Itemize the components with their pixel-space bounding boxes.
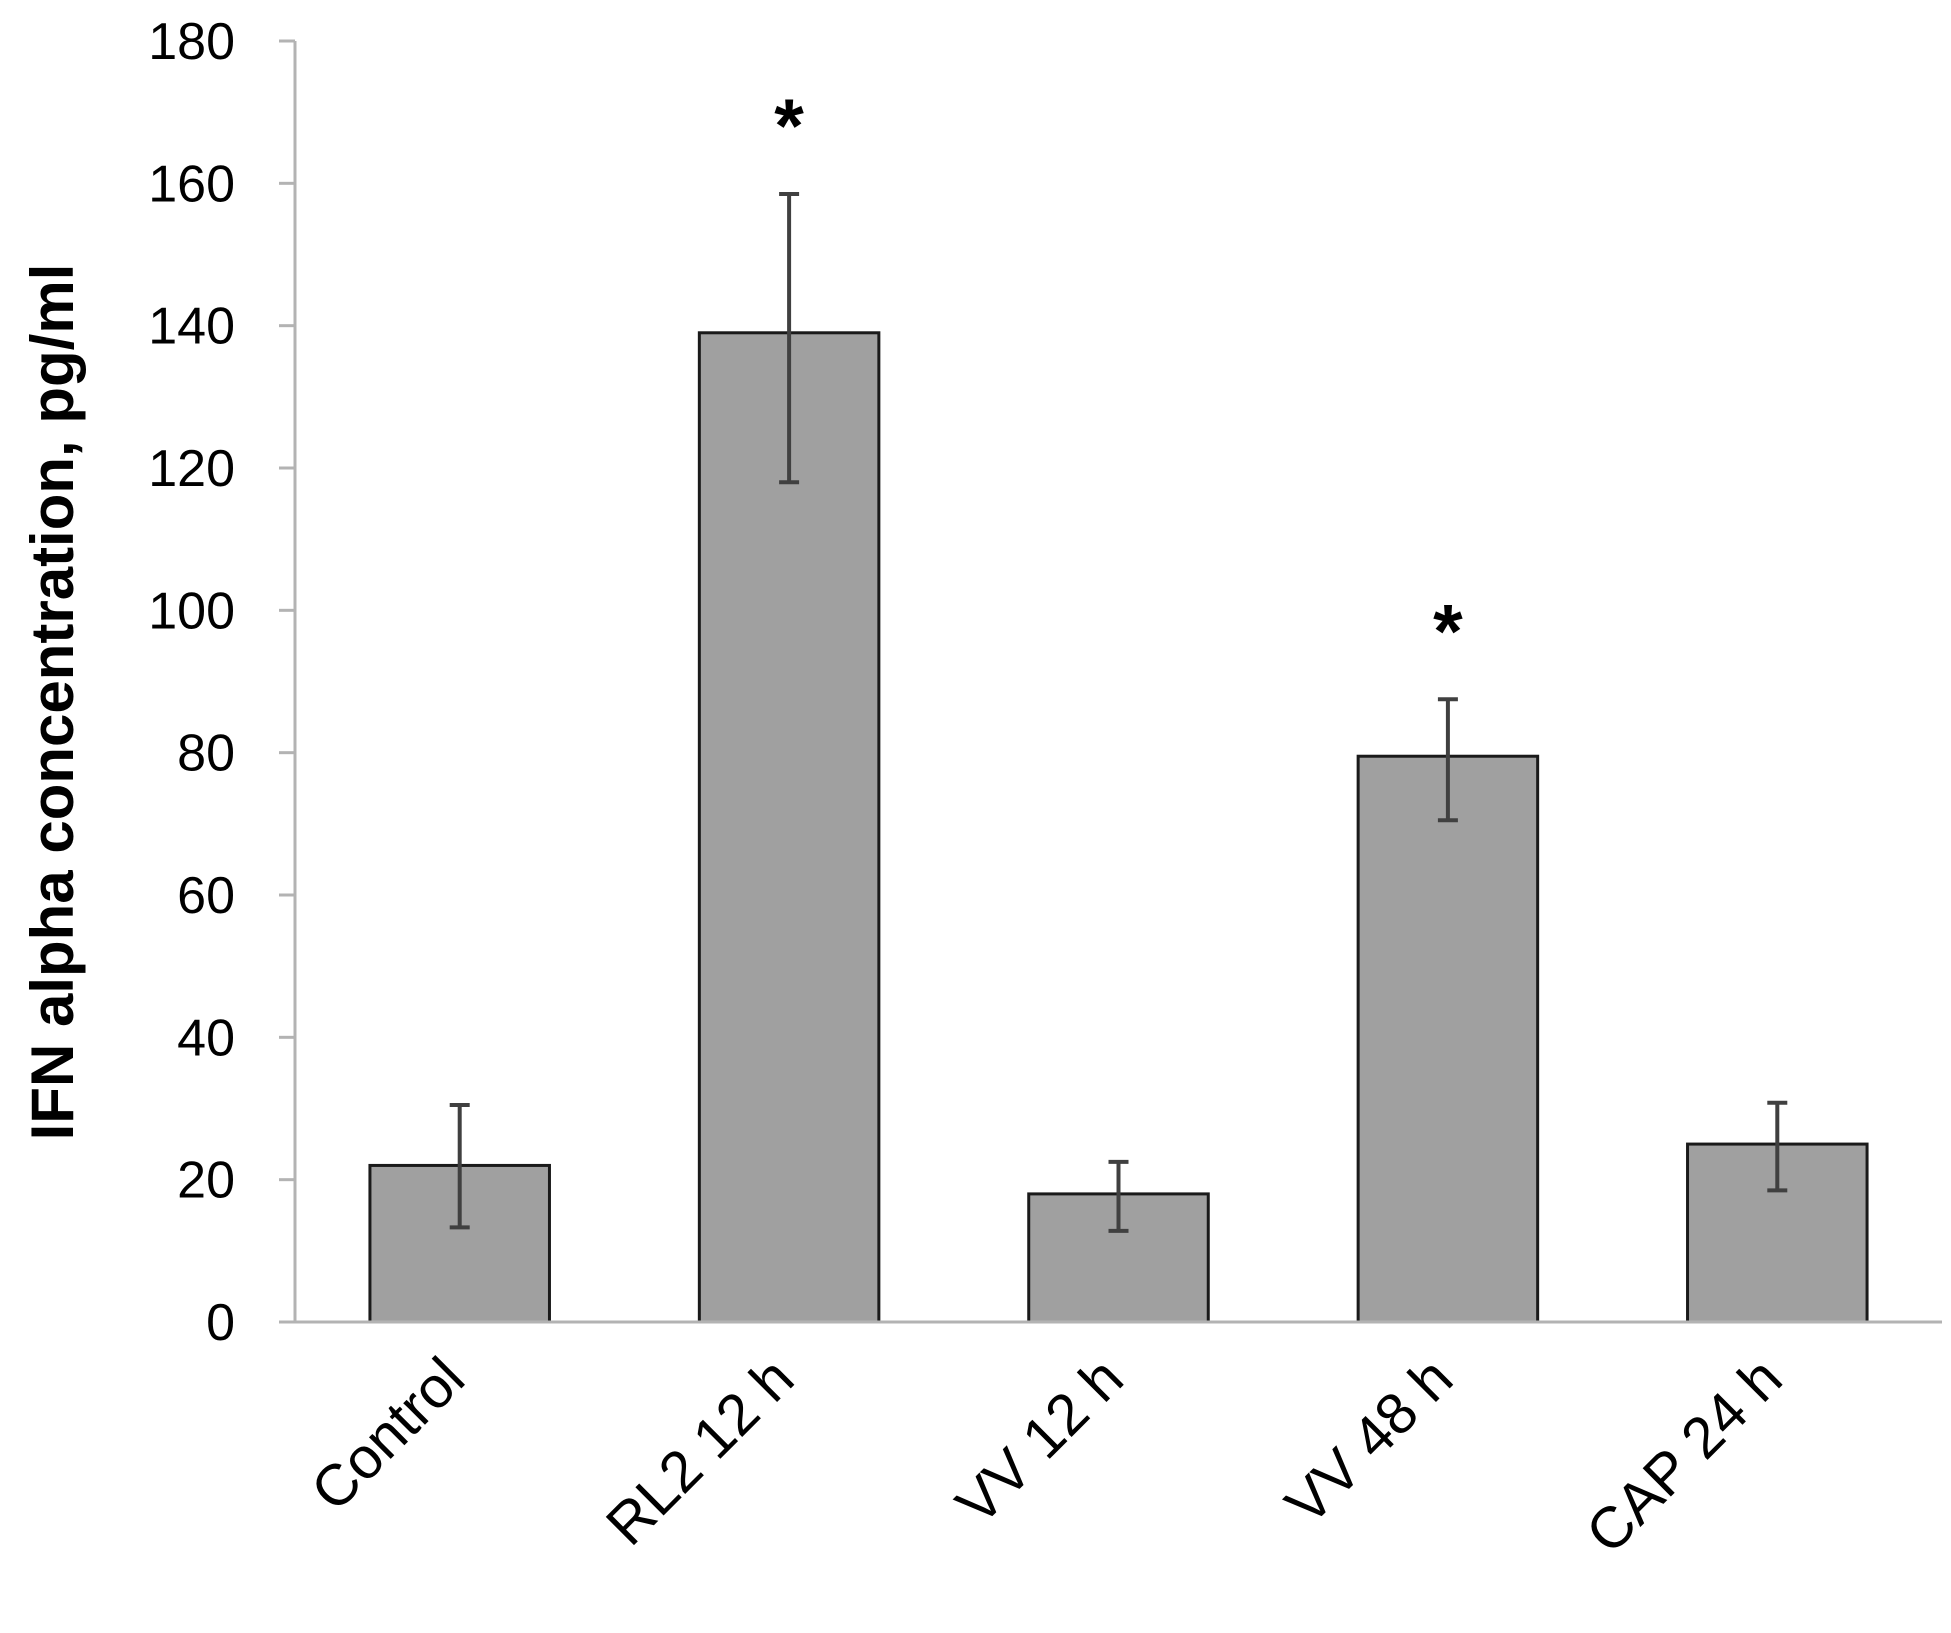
y-tick-label: 180 xyxy=(148,13,235,71)
y-tick-label: 120 xyxy=(148,440,235,498)
y-tick-label: 40 xyxy=(177,1009,235,1067)
significance-star: * xyxy=(774,84,804,169)
bar xyxy=(1356,754,1540,1324)
y-tick-label: 0 xyxy=(206,1294,235,1352)
y-axis-ticks: 0 20 40 60 80 100 120 140 160 180 xyxy=(148,13,295,1352)
y-tick-label: 140 xyxy=(148,298,235,356)
x-axis-labels: Control RL2 12 h VV 12 h VV 48 h CAP 24 h xyxy=(299,1345,1795,1566)
axes xyxy=(279,41,1942,1324)
x-category-label: VV 48 h xyxy=(1273,1345,1465,1537)
y-tick-label: 80 xyxy=(177,725,235,783)
y-axis-title: IFN alpha concentration, pg/ml xyxy=(19,264,86,1141)
error-bars xyxy=(449,192,1788,1233)
y-tick-label: 100 xyxy=(148,582,235,640)
x-category-label: RL2 12 h xyxy=(594,1345,806,1557)
significance-markers: ** xyxy=(774,84,1463,674)
y-tick-label: 20 xyxy=(177,1152,235,1210)
bar xyxy=(697,331,881,1324)
x-category-label: VV 12 h xyxy=(944,1345,1136,1537)
x-category-label: CAP 24 h xyxy=(1574,1345,1795,1566)
x-category-label: Control xyxy=(299,1345,477,1523)
y-tick-label: 60 xyxy=(177,867,235,925)
significance-star: * xyxy=(1433,589,1463,674)
y-tick-label: 160 xyxy=(148,155,235,213)
